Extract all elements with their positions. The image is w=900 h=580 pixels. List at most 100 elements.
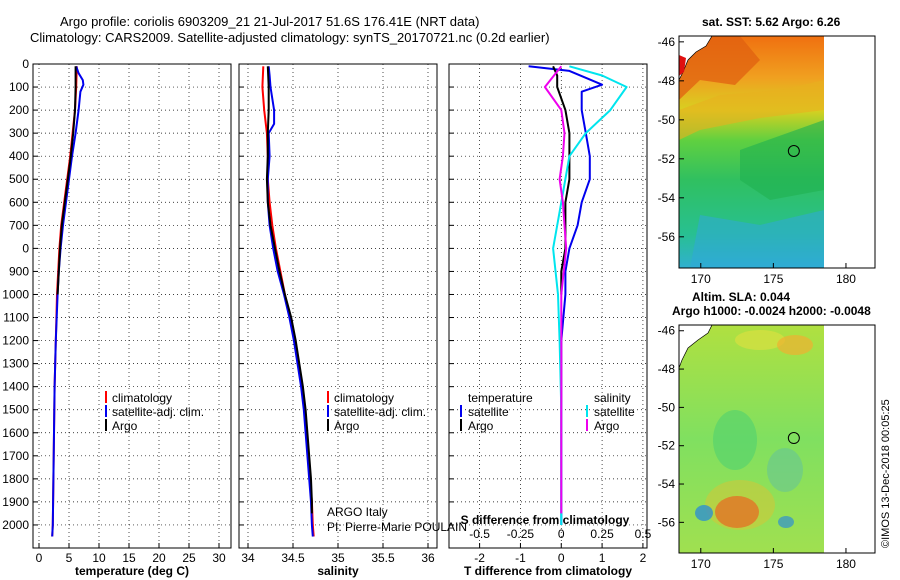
- y-tick-label: 400: [9, 149, 29, 163]
- sla-blue-patch: [695, 505, 713, 521]
- nz-coast-sst: [678, 35, 713, 81]
- top-tick-label: -0.5: [469, 527, 490, 541]
- y-tick-label: 1800: [2, 472, 29, 486]
- legend-title-temperature: temperature: [468, 391, 533, 405]
- x-tick-label: 35: [331, 551, 345, 565]
- legend-label-argo: Argo: [334, 419, 360, 433]
- pi-text: PI: Pierre-Marie POULAIN: [327, 520, 467, 534]
- series-line-t-argo: [552, 65, 571, 295]
- x-tick-label: 36: [421, 551, 435, 565]
- x-axis-label: T difference from climatology: [464, 564, 632, 578]
- top-tick-label: 0: [558, 527, 565, 541]
- y-tick-label: 2000: [2, 518, 29, 532]
- x-tick-label: 20: [152, 551, 166, 565]
- series-line-climatology: [261, 66, 315, 537]
- salinity-legend: climatology satellite-adj. clim. Argo AR…: [327, 391, 467, 534]
- sst-map: sat. SST: 5.62 Argo: 6.26 170 175 180 -46 -4…: [658, 15, 876, 286]
- y-tick-label: 200: [9, 103, 29, 117]
- legend-label-climatology: climatology: [112, 391, 172, 405]
- sla-yellow-patch: [735, 330, 785, 350]
- sst-map-title: sat. SST: 5.62 Argo: 6.26: [702, 15, 841, 29]
- legend-title-salinity: salinity: [594, 391, 631, 405]
- map-y-tick-label: -54: [658, 477, 676, 491]
- top-tick-label: -0.25: [507, 527, 535, 541]
- sst-blue-band: [690, 210, 824, 268]
- sla-map-frame: [678, 324, 876, 554]
- y-tick-label: 0: [22, 57, 29, 71]
- imos-stamp: ©IMOS 13-Dec-2018 00:05:25: [880, 399, 892, 548]
- map-y-tick-label: -50: [658, 400, 676, 414]
- legend-label-s-argo: Argo: [594, 419, 620, 433]
- legend-label-s-satellite: satellite: [594, 405, 635, 419]
- sst-warm-patch: [679, 36, 760, 100]
- map-y-tick-label: -48: [658, 74, 676, 88]
- series-line-argo: [265, 66, 313, 514]
- sla-green-patch: [713, 410, 757, 470]
- map-x-tick-label: 175: [763, 557, 783, 571]
- x-tick-label: 2: [640, 551, 647, 565]
- map-y-tick-label: -48: [658, 362, 676, 376]
- sst-orange-band: [679, 80, 824, 140]
- sla-yellow-eddy: [705, 480, 775, 530]
- map-y-tick-label: -52: [658, 439, 676, 453]
- y-tick-label: 1000: [2, 287, 29, 301]
- x-tick-label: 34: [241, 551, 255, 565]
- map-x-tick-label: 180: [836, 557, 856, 571]
- series-line-satellite-adj-clim-: [266, 66, 314, 537]
- x-tick-label: 30: [212, 551, 226, 565]
- y-tick-label: 1900: [2, 495, 29, 509]
- y-tick-label: 300: [9, 126, 29, 140]
- x-tick-label: 35.5: [371, 551, 395, 565]
- x-tick-label: -1: [515, 551, 526, 565]
- sla-orange-patch: [777, 335, 813, 355]
- x-axis-label: temperature (deg C): [75, 564, 189, 578]
- y-tick-label: 1400: [2, 380, 29, 394]
- x-tick-label: 34.5: [281, 551, 305, 565]
- plot-frame: [238, 63, 438, 549]
- map-x-tick-label: 175: [763, 272, 783, 286]
- map-y-tick-label: -56: [658, 515, 676, 529]
- nz-east-red: [679, 55, 686, 76]
- sla-map-title: Altim. SLA: 0.044: [692, 290, 790, 304]
- x-tick-label: 0: [558, 551, 565, 565]
- x-tick-label: 10: [92, 551, 106, 565]
- map-x-tick-label: 170: [691, 272, 711, 286]
- salinity-panel: 34 34.5 35 35.5 36 salinity: [238, 63, 438, 578]
- legend-label-t-argo: Argo: [468, 419, 494, 433]
- title-line-1: Argo profile: coriolis 6903209_21 21-Jul…: [60, 14, 479, 29]
- map-y-tick-label: -52: [658, 152, 676, 166]
- top-axis-label: S difference from climatology: [461, 513, 630, 527]
- map-y-tick-label: -46: [658, 35, 676, 49]
- series-line-argo: [56, 66, 77, 295]
- legend-label-satellite: satellite-adj. clim.: [334, 405, 426, 419]
- x-tick-label: -2: [474, 551, 485, 565]
- x-tick-label: 0: [36, 551, 43, 565]
- top-tick-label: 0.25: [590, 527, 614, 541]
- map-x-tick-label: 180: [836, 272, 856, 286]
- y-tick-label: 600: [9, 195, 29, 209]
- legend-label-satellite: satellite-adj. clim.: [112, 405, 204, 419]
- series-line-t-satellite: [528, 65, 604, 525]
- y-tick-label: 100: [9, 80, 29, 94]
- sla-float-marker: [787, 432, 800, 445]
- map-y-tick-label: -50: [658, 113, 676, 127]
- x-tick-label: 25: [182, 551, 196, 565]
- sla-blue-patch-2: [778, 516, 794, 528]
- y-tick-label: 700: [9, 218, 29, 232]
- map-x-tick-label: 170: [691, 557, 711, 571]
- map-y-tick-label: -46: [658, 324, 676, 338]
- sla-cyan-patch: [767, 448, 803, 492]
- y-tick-label: 0: [22, 241, 29, 255]
- map-y-tick-label: -54: [658, 191, 676, 205]
- temperature-panel: 0 5 10 15 20 25 300100200300400500600700090010…: [2, 57, 232, 578]
- sst-map-frame: [678, 35, 876, 269]
- difference-legend: temperature satellite Argo salinity sate…: [460, 391, 635, 433]
- x-tick-label: 1: [599, 551, 606, 565]
- sst-float-marker: [787, 145, 800, 158]
- legend-label-argo: Argo: [112, 419, 138, 433]
- series-line-satellite-adj-clim-: [51, 65, 85, 537]
- sla-map: Altim. SLA: 0.044 Argo h1000: -0.0024 h2…: [658, 290, 876, 571]
- difference-panel: -2 -1 0 1 2 T difference from climatology -0.5…: [448, 63, 652, 578]
- plot-frame: [448, 63, 648, 549]
